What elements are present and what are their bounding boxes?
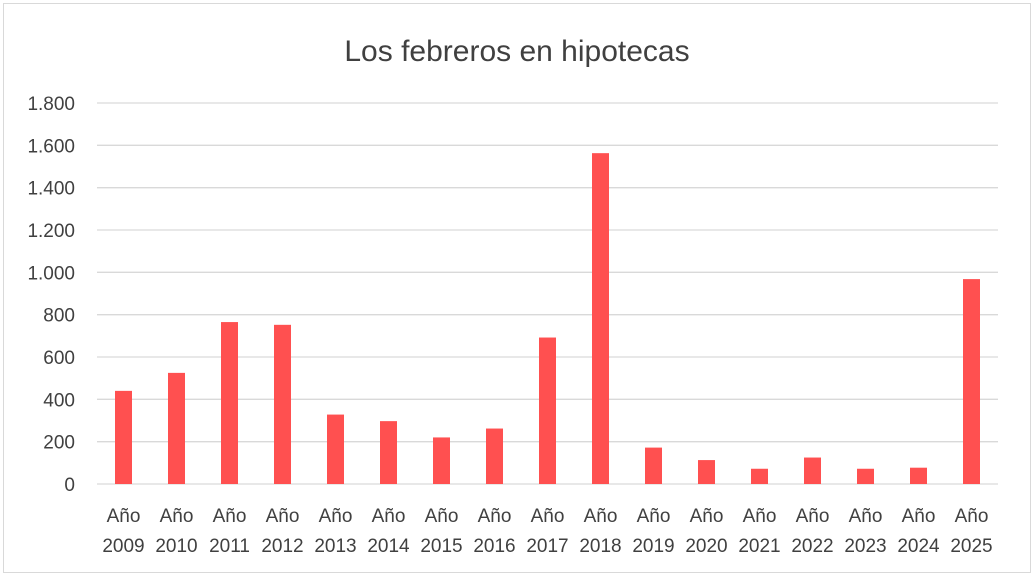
y-tick-label: 0 xyxy=(64,475,75,496)
bar xyxy=(221,322,238,484)
x-tick-label-line: 2020 xyxy=(685,536,727,557)
x-tick-label-line: 2023 xyxy=(844,536,886,557)
x-tick-label-line: 2012 xyxy=(261,536,303,557)
x-tick-label-line: Año xyxy=(531,506,565,527)
bar xyxy=(645,447,662,484)
x-tick-label-line: 2018 xyxy=(579,536,621,557)
x-tick-label-line: 2017 xyxy=(526,536,568,557)
x-tick-label-line: 2024 xyxy=(897,536,940,557)
x-tick-label-line: Año xyxy=(584,506,618,527)
x-tick-label-line: 2019 xyxy=(632,536,674,557)
x-tick-label-line: Año xyxy=(902,506,936,527)
y-tick-label: 1.000 xyxy=(27,263,75,284)
x-tick-label-line: Año xyxy=(796,506,830,527)
x-tick-label: Año 2020 xyxy=(685,506,727,557)
x-tick-label-line: Año xyxy=(107,506,141,527)
x-tick-label-line: Año xyxy=(743,506,777,527)
x-tick-label: Año 2013 xyxy=(314,506,356,557)
x-tick-label-line: 2016 xyxy=(473,536,515,557)
chart-title: Los febreros en hipotecas xyxy=(344,35,689,68)
x-tick-label-line: 2010 xyxy=(155,536,197,557)
x-tick-label-line: 2014 xyxy=(367,536,410,557)
x-tick-label: Año 2023 xyxy=(844,506,886,557)
x-tick-label: Año 2016 xyxy=(473,506,515,557)
bar xyxy=(698,460,715,484)
x-tick-label-line: Año xyxy=(955,506,989,527)
bar xyxy=(910,467,927,484)
bar xyxy=(963,279,980,484)
y-tick-label: 600 xyxy=(43,348,75,369)
y-tick-label: 800 xyxy=(43,306,75,327)
x-tick-label-line: Año xyxy=(372,506,406,527)
x-tick-label: Año 2017 xyxy=(526,506,568,557)
bar xyxy=(327,414,344,484)
x-tick-label-line: 2022 xyxy=(791,536,833,557)
x-tick-label: Año 2009 xyxy=(102,506,144,557)
x-tick-label-line: Año xyxy=(849,506,883,527)
x-tick-label-line: Año xyxy=(160,506,194,527)
x-tick-label: Año 2021 xyxy=(738,506,780,557)
x-tick-label-line: 2009 xyxy=(102,536,144,557)
bar xyxy=(592,153,609,485)
bar xyxy=(274,324,291,484)
y-tick-label: 1.200 xyxy=(27,221,75,242)
bar xyxy=(751,468,768,484)
y-tick-label: 400 xyxy=(43,390,75,411)
x-tick-label-line: Año xyxy=(637,506,671,527)
x-tick-label-line: 2015 xyxy=(420,536,462,557)
bar xyxy=(486,428,503,484)
x-tick-label-line: Año xyxy=(690,506,724,527)
y-tick-label: 1.800 xyxy=(27,94,75,115)
x-tick-label: Año 2024 xyxy=(897,506,940,557)
x-tick-label-line: 2021 xyxy=(738,536,780,557)
x-tick-label: Año 2019 xyxy=(632,506,674,557)
bar xyxy=(857,468,874,484)
x-tick-label-line: Año xyxy=(266,506,300,527)
y-tick-label: 200 xyxy=(43,433,75,454)
bar xyxy=(168,372,185,484)
y-tick-label: 1.600 xyxy=(27,136,75,157)
x-tick-label-line: Año xyxy=(478,506,512,527)
x-tick-label: Año 2018 xyxy=(579,506,621,557)
x-tick-label-line: Año xyxy=(425,506,459,527)
bar xyxy=(804,457,821,484)
x-tick-label-line: 2013 xyxy=(314,536,356,557)
x-tick-label: Año 2025 xyxy=(950,506,992,557)
bar xyxy=(433,437,450,484)
x-tick-label-line: Año xyxy=(319,506,353,527)
x-tick-label-line: 2025 xyxy=(950,536,992,557)
x-tick-label-line: Año xyxy=(213,506,247,527)
bar xyxy=(380,421,397,484)
bar xyxy=(539,337,556,484)
x-tick-label: Año 2022 xyxy=(791,506,833,557)
x-tick-label: Año 2015 xyxy=(420,506,462,557)
x-tick-label: Año 2014 xyxy=(367,506,410,557)
x-tick-label: Año 2011 xyxy=(209,506,250,557)
x-tick-label: Año 2010 xyxy=(155,506,197,557)
bar xyxy=(115,390,132,484)
x-tick-label-line: 2011 xyxy=(209,536,250,557)
x-tick-label: Año 2012 xyxy=(261,506,303,557)
y-tick-label: 1.400 xyxy=(27,179,75,200)
